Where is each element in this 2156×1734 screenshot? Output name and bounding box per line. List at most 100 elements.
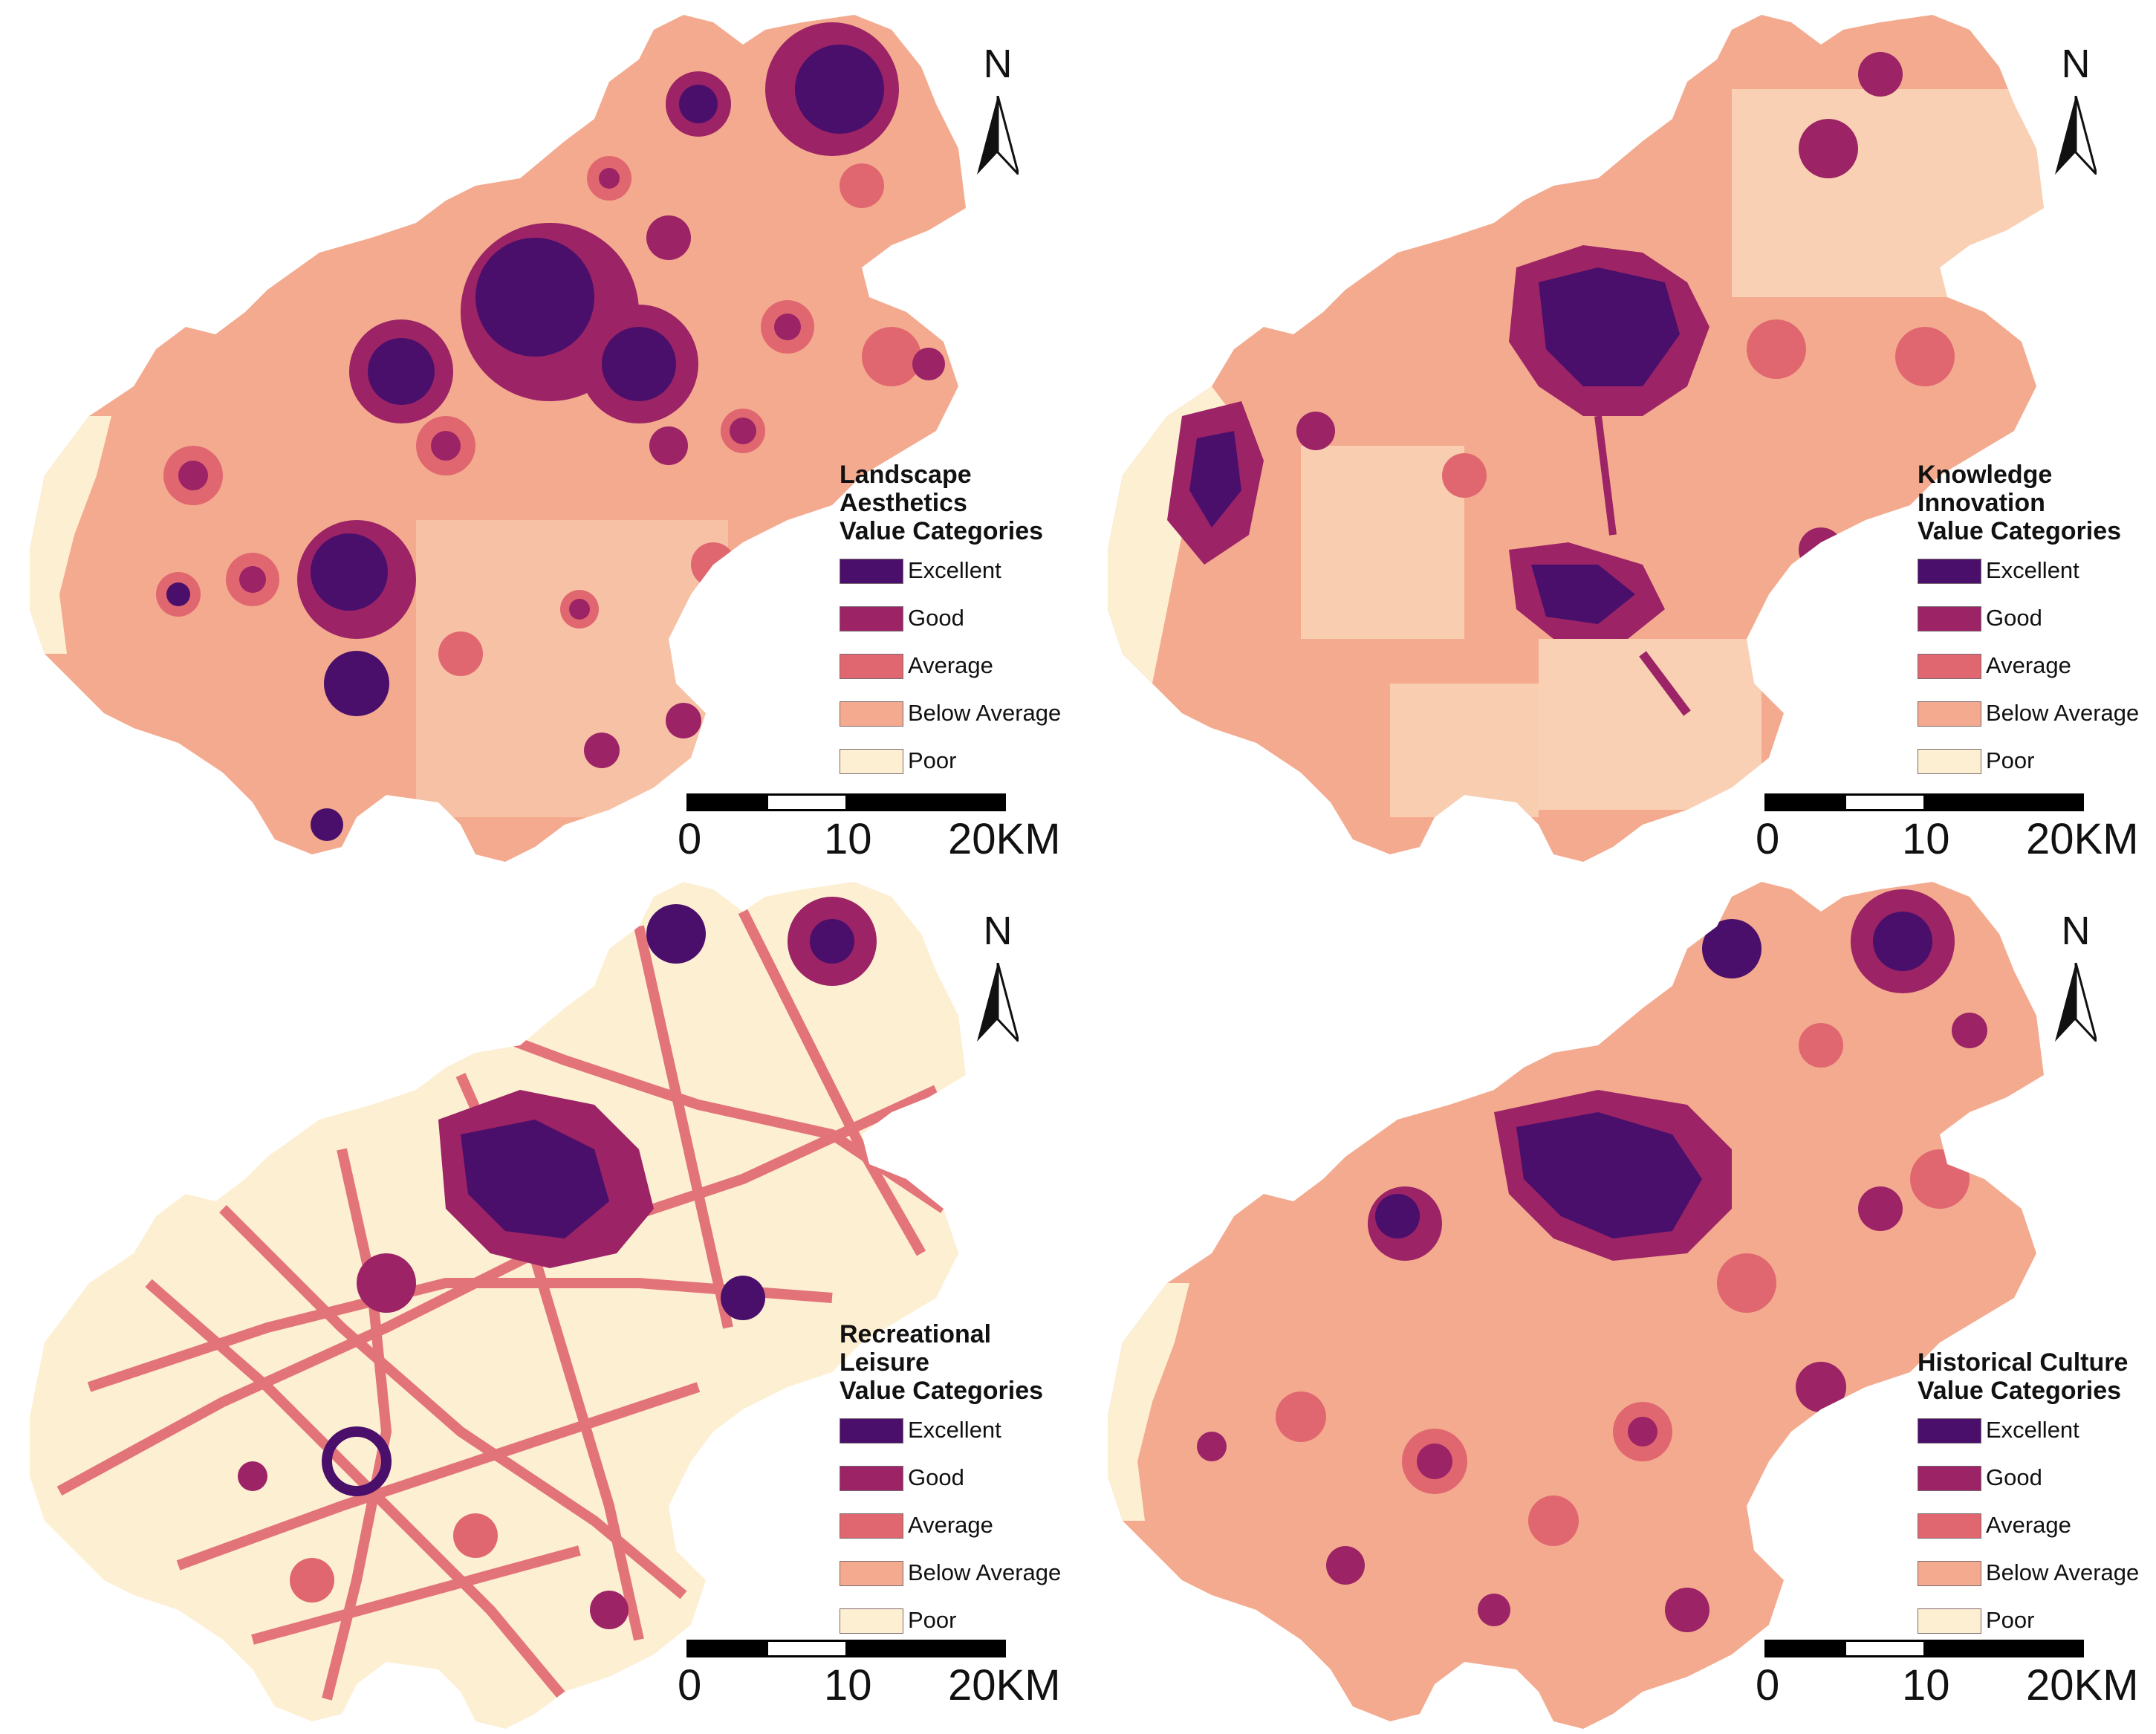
legend-recreational-leisure: Recreational Leisure Value Categories Ex… — [840, 1320, 1077, 1647]
legend-item-below-average: Below Average — [1918, 692, 2155, 740]
scale-segment-black — [845, 1640, 1006, 1657]
legend-swatch-average — [840, 1513, 903, 1539]
north-arrow: N — [2031, 41, 2120, 175]
legend-swatch-poor — [840, 749, 903, 774]
scale-segment-white — [1844, 793, 1926, 811]
legend-swatch-average — [840, 654, 903, 679]
panel-historical-culture: N Historical Culture Value Categories Ex… — [1078, 867, 2156, 1734]
legend-swatch-good — [840, 606, 903, 631]
legend-item-good: Good — [840, 1457, 1077, 1504]
legend-swatch-good — [1918, 606, 1981, 631]
scale-segment-black — [845, 793, 1006, 811]
scale-tick-label: 10 — [824, 1661, 872, 1709]
legend-swatch-below-average — [1918, 701, 1981, 727]
legend-item-excellent: Excellent — [840, 550, 1077, 597]
legend-item-poor: Poor — [840, 740, 1077, 788]
legend-landscape-aesthetics: Landscape Aesthetics Value Categories Ex… — [840, 461, 1077, 788]
north-arrow-icon — [2055, 96, 2097, 175]
scale-bar: 0 10 20KM — [678, 793, 1061, 863]
legend-title-line: Value Categories — [840, 1377, 1044, 1405]
north-arrow: N — [2031, 908, 2120, 1042]
legend-label: Poor — [908, 747, 957, 773]
legend-title-line: Innovation — [1918, 489, 2045, 517]
legend-item-excellent: Excellent — [840, 1409, 1077, 1457]
scale-segment-white — [1844, 1640, 1926, 1657]
legend-item-below-average: Below Average — [1918, 1552, 2155, 1600]
legend-label: Poor — [1986, 1607, 2035, 1633]
north-label: N — [2061, 42, 2091, 86]
legend-swatch-poor — [1918, 749, 1981, 774]
legend-title: Landscape Aesthetics Value Categories — [840, 461, 1077, 545]
legend-label: Good — [908, 1464, 964, 1490]
scale-tick-label: 20KM — [948, 815, 1061, 863]
legend-swatch-average — [1918, 654, 1981, 679]
legend-label: Good — [1986, 1464, 2042, 1490]
north-arrow-icon — [2055, 963, 2097, 1042]
scale-segment-black — [1923, 793, 2084, 811]
legend-swatch-poor — [1918, 1608, 1981, 1634]
legend-swatch-excellent — [1918, 1418, 1981, 1444]
legend-swatch-poor — [840, 1608, 903, 1634]
scale-segment-black — [1764, 793, 1846, 811]
scale-segment-black — [1764, 1640, 1846, 1657]
legend-swatch-excellent — [1918, 559, 1981, 584]
legend-swatch-excellent — [840, 559, 903, 584]
legend-title-line: Recreational — [840, 1320, 992, 1348]
legend-swatch-below-average — [840, 701, 903, 727]
legend-item-poor: Poor — [1918, 740, 2155, 788]
scale-bar: 0 10 20KM — [678, 1640, 1061, 1709]
legend-item-average: Average — [840, 1504, 1077, 1552]
legend-swatch-good — [840, 1466, 903, 1491]
north-arrow: N — [953, 41, 1042, 175]
scale-segment-white — [766, 1640, 848, 1657]
north-label: N — [2061, 909, 2091, 953]
north-label: N — [983, 42, 1013, 86]
north-label: N — [983, 909, 1013, 953]
north-arrow: N — [953, 908, 1042, 1042]
scale-segment-white — [766, 793, 848, 811]
legend-title-line: Landscape — [840, 461, 972, 489]
scale-tick-label: 10 — [824, 815, 872, 863]
legend-label: Average — [1986, 1512, 2071, 1538]
legend-swatch-excellent — [840, 1418, 903, 1444]
legend-item-below-average: Below Average — [840, 692, 1077, 740]
scale-tick-label: 20KM — [948, 1661, 1061, 1709]
legend-item-excellent: Excellent — [1918, 550, 2155, 597]
legend-label: Average — [908, 652, 993, 678]
panel-landscape-aesthetics: N Landscape Aesthetics Value Categories … — [0, 0, 1078, 867]
legend-title-line: Knowledge — [1918, 461, 2053, 489]
legend-label: Average — [1986, 652, 2071, 678]
legend-item-good: Good — [840, 597, 1077, 645]
panel-recreational-leisure: N Recreational Leisure Value Categories … — [0, 867, 1078, 1734]
legend-title-line: Leisure — [840, 1348, 929, 1377]
legend-item-below-average: Below Average — [840, 1552, 1077, 1600]
legend-label: Excellent — [1986, 557, 2079, 583]
scale-tick-label: 0 — [678, 815, 702, 863]
legend-swatch-below-average — [1918, 1561, 1981, 1586]
scale-tick-label: 20KM — [2026, 815, 2139, 863]
legend-item-good: Good — [1918, 597, 2155, 645]
scale-tick-label: 10 — [1902, 1661, 1950, 1709]
scale-tick-label: 0 — [1756, 815, 1780, 863]
legend-title: Historical Culture Value Categories — [1918, 1348, 2155, 1405]
scale-segment-black — [686, 1640, 768, 1657]
legend-swatch-below-average — [840, 1561, 903, 1586]
legend-label: Good — [908, 605, 964, 631]
map-knowledge-innovation — [1108, 15, 2044, 862]
legend-label: Below Average — [908, 700, 1062, 726]
legend-title-line: Value Categories — [1918, 1377, 2122, 1405]
legend-item-poor: Poor — [1918, 1600, 2155, 1647]
scale-tick-label: 0 — [678, 1661, 702, 1709]
legend-item-good: Good — [1918, 1457, 2155, 1504]
legend-label: Excellent — [908, 557, 1001, 583]
legend-title: Knowledge Innovation Value Categories — [1918, 461, 2155, 545]
legend-label: Below Average — [1986, 700, 2140, 726]
map-historical-culture — [1108, 882, 2044, 1729]
legend-knowledge-innovation: Knowledge Innovation Value Categories Ex… — [1918, 461, 2155, 788]
legend-label: Below Average — [1986, 1559, 2140, 1585]
north-arrow-icon — [977, 963, 1019, 1042]
legend-label: Good — [1986, 605, 2042, 631]
legend-title-line: Historical Culture — [1918, 1348, 2129, 1377]
scale-tick-label: 10 — [1902, 815, 1950, 863]
legend-label: Poor — [908, 1607, 957, 1633]
